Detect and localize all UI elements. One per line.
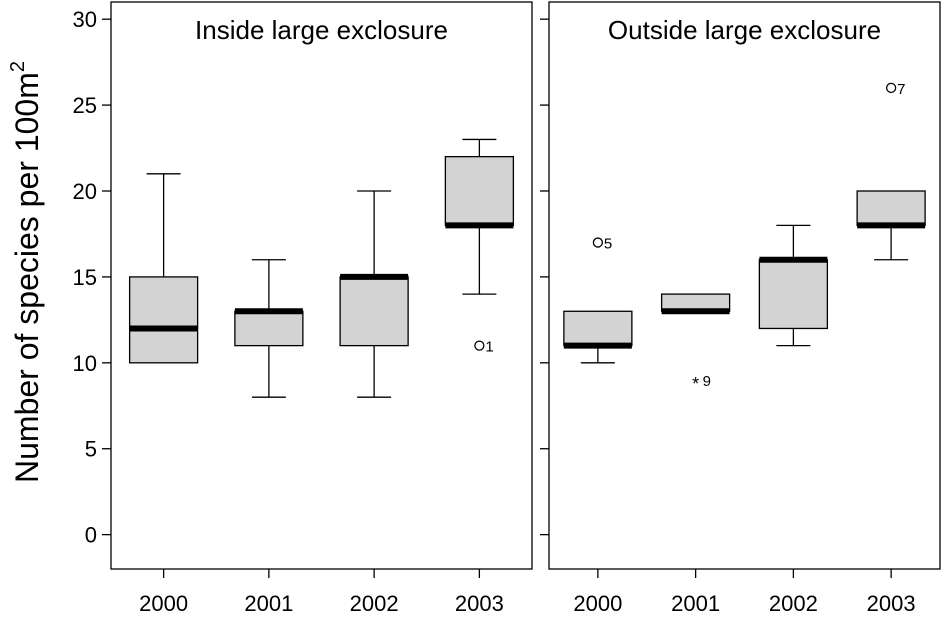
outlier-label: 1	[485, 339, 493, 356]
outlier-circle-marker	[885, 82, 897, 94]
box-2000	[128, 173, 199, 364]
x-tick-label: 2000	[139, 591, 188, 616]
panel-title: Outside large exclosure	[608, 15, 881, 45]
box-2001	[234, 259, 304, 398]
box-2000	[563, 310, 633, 364]
panel-1: Inside large exclosure 0 5 10 15 20 25 30 2000 20…	[73, 1, 533, 616]
outlier-5: 5	[592, 236, 612, 253]
x-tick-label: 2000	[573, 591, 622, 616]
panel-title: Inside large exclosure	[195, 15, 448, 45]
y-tick-label: 25	[73, 93, 97, 118]
outlier-label: 7	[897, 81, 905, 98]
y-tick-label: 20	[73, 179, 97, 204]
iqr-box	[444, 155, 515, 227]
y-axis-label-superscript: 2	[7, 61, 29, 72]
y-tick-label: 5	[85, 437, 97, 462]
box-2002	[339, 190, 409, 398]
outlier-star-marker: *	[692, 374, 699, 394]
panel-frame	[110, 1, 533, 570]
x-tick-label: 2003	[867, 591, 916, 616]
box-2003	[856, 190, 926, 261]
x-tick-label: 2001	[244, 591, 293, 616]
box-2001	[660, 293, 731, 315]
x-tick-label: 2001	[671, 591, 720, 616]
outlier-1: 1	[474, 339, 494, 356]
x-tick-label: 2002	[350, 591, 399, 616]
x-tick-label: 2003	[455, 591, 504, 616]
outlier-label: 5	[604, 236, 612, 253]
box-2002	[758, 224, 829, 347]
y-axis-label: Number of species per 100m2	[7, 61, 45, 483]
iqr-box	[758, 259, 829, 330]
box-2003	[444, 138, 515, 295]
y-tick-label: 30	[73, 7, 97, 32]
iqr-box	[563, 310, 633, 347]
y-tick-label: 15	[73, 265, 97, 290]
panel-2: Outside large exclosure 2000 2001 2002 2003 5…	[540, 1, 941, 616]
x-tick-label: 2002	[769, 591, 818, 616]
iqr-box	[128, 276, 199, 364]
outlier-label: 9	[703, 373, 711, 390]
outlier-9: * 9	[692, 373, 711, 394]
outlier-circle-marker	[474, 340, 485, 351]
y-tick-label: 0	[85, 523, 97, 548]
y-tick-label: 10	[73, 351, 97, 376]
panel-frame	[548, 1, 941, 570]
iqr-box	[339, 276, 409, 347]
outlier-circle-marker	[592, 237, 604, 248]
outlier-7: 7	[885, 81, 905, 98]
iqr-box	[856, 190, 926, 227]
iqr-box	[234, 310, 304, 347]
y-axis-label-text: Number of species per 100m	[9, 72, 45, 483]
y-axis-label-group: Number of species per 100m2	[7, 61, 45, 483]
